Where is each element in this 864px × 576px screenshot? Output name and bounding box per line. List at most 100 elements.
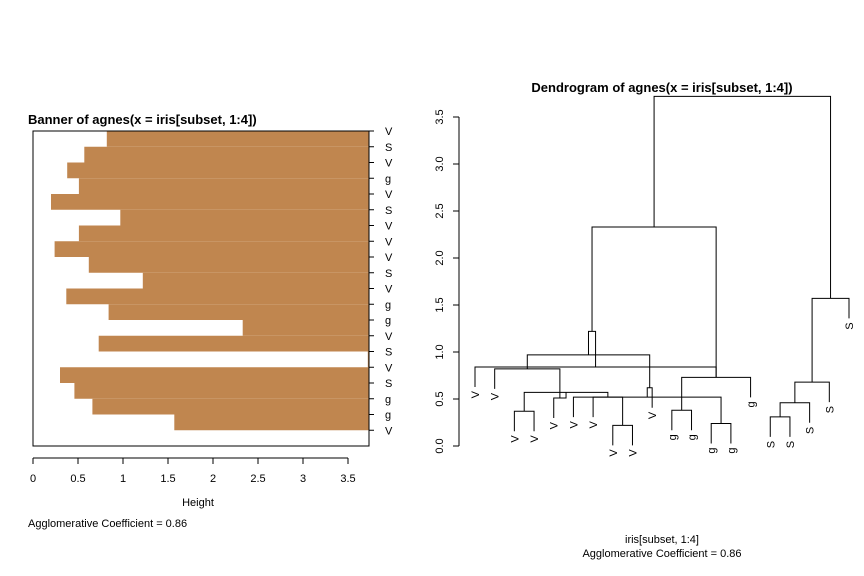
banner-bar	[60, 367, 369, 383]
banner-row-label: V	[385, 189, 393, 201]
banner-row-label: S	[385, 205, 392, 217]
dendrogram-link	[653, 95, 832, 299]
dendrogram-leaf-label: V	[470, 390, 482, 398]
banner-coefficient-text: Agglomerative Coefficient = 0.86	[28, 518, 187, 530]
dendrogram-plot: Dendrogram of agnes(x = iris[subset, 1:4…	[434, 80, 856, 560]
dendrogram-y-tick-label: 3.5	[434, 109, 446, 124]
dendrogram-link	[474, 366, 717, 388]
banner-row-label: V	[385, 221, 393, 233]
dendrogram-leaf-label: S	[844, 322, 856, 329]
banner-x-tick-label: 0.5	[70, 473, 85, 485]
dendrogram-link	[811, 297, 850, 383]
dendrogram-leaf-label: V	[529, 435, 541, 443]
dendrogram-links	[474, 95, 850, 446]
banner-bar	[367, 351, 369, 368]
banner-bar	[92, 398, 370, 415]
dendrogram-y-tick-label: 0.5	[434, 391, 446, 406]
dendrogram-leaf-label: V	[608, 449, 620, 457]
banner-bar	[84, 146, 370, 163]
dendrogram-link	[769, 416, 791, 437]
banner-bar	[106, 131, 370, 147]
dendrogram-link	[526, 354, 651, 388]
banner-row-label: g	[385, 394, 391, 406]
banner-bar	[98, 335, 369, 352]
banner-bar	[66, 288, 370, 305]
banner-bar	[142, 272, 369, 289]
banner-plot: Banner of agnes(x = iris[subset, 1:4]) V…	[28, 112, 393, 530]
dendrogram-leaf-label: V	[647, 411, 659, 419]
banner-row-label: g	[385, 315, 391, 327]
dendrogram-leaf-label: g	[667, 434, 679, 440]
banner-row-label: S	[385, 347, 392, 359]
dendrogram-link	[587, 330, 597, 368]
banner-title: Banner of agnes(x = iris[subset, 1:4])	[28, 112, 257, 127]
banner-bar	[174, 414, 369, 431]
dendrogram-y-tick-label: 1.5	[434, 297, 446, 312]
dendrogram-leaf-label: V	[509, 435, 521, 443]
banner-x-tick-label: 2	[210, 473, 216, 485]
banner-bar	[54, 241, 369, 257]
dendrogram-leaf-label: S	[785, 441, 797, 448]
dendrogram-leaf-label: V	[627, 449, 639, 457]
banner-bar	[74, 383, 370, 399]
banner-row-label: V	[385, 284, 393, 296]
banner-row-label: g	[385, 173, 391, 185]
dendrogram-coefficient-text: Agglomerative Coefficient = 0.86	[582, 548, 741, 560]
dendrogram-link	[710, 422, 732, 444]
banner-row-label: g	[385, 299, 391, 311]
dendrogram-y-axis: 0.0 0.5 1.0 1.5 2.0 2.5 3.0 3.5	[434, 109, 460, 454]
dendrogram-leaf-label: V	[568, 420, 580, 428]
dendrogram-leaf-label: V	[549, 421, 561, 429]
dendrogram-title: Dendrogram of agnes(x = iris[subset, 1:4…	[531, 80, 792, 95]
banner-bar	[51, 194, 369, 210]
banner-bar	[78, 178, 370, 194]
dendrogram-link	[494, 368, 561, 399]
banner-x-axis: 0 0.5 1 1.5 2 2.5 3 3.5	[30, 457, 356, 485]
banner-bar	[120, 209, 369, 226]
dendrogram-link	[592, 396, 624, 426]
banner-row-label: S	[385, 268, 392, 280]
dendrogram-leaf-label: S	[824, 406, 836, 413]
dendrogram-link	[513, 410, 535, 432]
dendrogram-link	[681, 376, 752, 411]
dendrogram-link	[646, 387, 653, 408]
banner-row-label: V	[385, 425, 393, 437]
banner-row-label: V	[385, 331, 393, 343]
banner-bar	[108, 304, 369, 320]
banner-x-tick-label: 1	[120, 473, 126, 485]
dendrogram-x-axis-label: iris[subset, 1:4]	[625, 534, 699, 546]
banner-x-tick-label: 3.5	[340, 473, 355, 485]
dendrogram-leaf-label: g	[726, 447, 738, 453]
dendrogram-leaf-label: S	[805, 427, 817, 434]
dendrogram-y-tick-label: 3.0	[434, 156, 446, 171]
banner-row-label: S	[385, 142, 392, 154]
banner-row-label: g	[385, 410, 391, 422]
banner-row-label: V	[385, 362, 393, 374]
banner-bar	[242, 320, 369, 336]
dendrogram-y-tick-label: 2.0	[434, 250, 446, 265]
banner-x-tick-label: 2.5	[250, 473, 265, 485]
banner-bar	[88, 257, 370, 273]
banner-x-axis-label: Height	[182, 497, 214, 509]
dendrogram-y-tick-label: 0.0	[434, 438, 446, 453]
banner-bar	[78, 225, 370, 242]
banner-row-label: V	[385, 252, 393, 264]
banner-row-label: V	[385, 126, 393, 138]
dendrogram-link	[794, 381, 830, 403]
banner-x-tick-label: 3	[300, 473, 306, 485]
dendrogram-y-tick-label: 1.0	[434, 344, 446, 359]
dendrogram-y-tick-label: 2.5	[434, 203, 446, 218]
dendrogram-link	[779, 402, 811, 423]
banner-row-label: V	[385, 158, 393, 170]
dendrogram-leaf-label: S	[765, 441, 777, 448]
dendrogram-link	[671, 409, 693, 431]
dendrogram-leaf-label: g	[746, 401, 758, 407]
dendrogram-leaf-label: V	[490, 392, 502, 400]
banner-bars	[32, 130, 370, 447]
banner-row-label: V	[385, 236, 393, 248]
dendrogram-leaf-label: g	[706, 447, 718, 453]
dendrogram-leaf-label: g	[687, 434, 699, 440]
